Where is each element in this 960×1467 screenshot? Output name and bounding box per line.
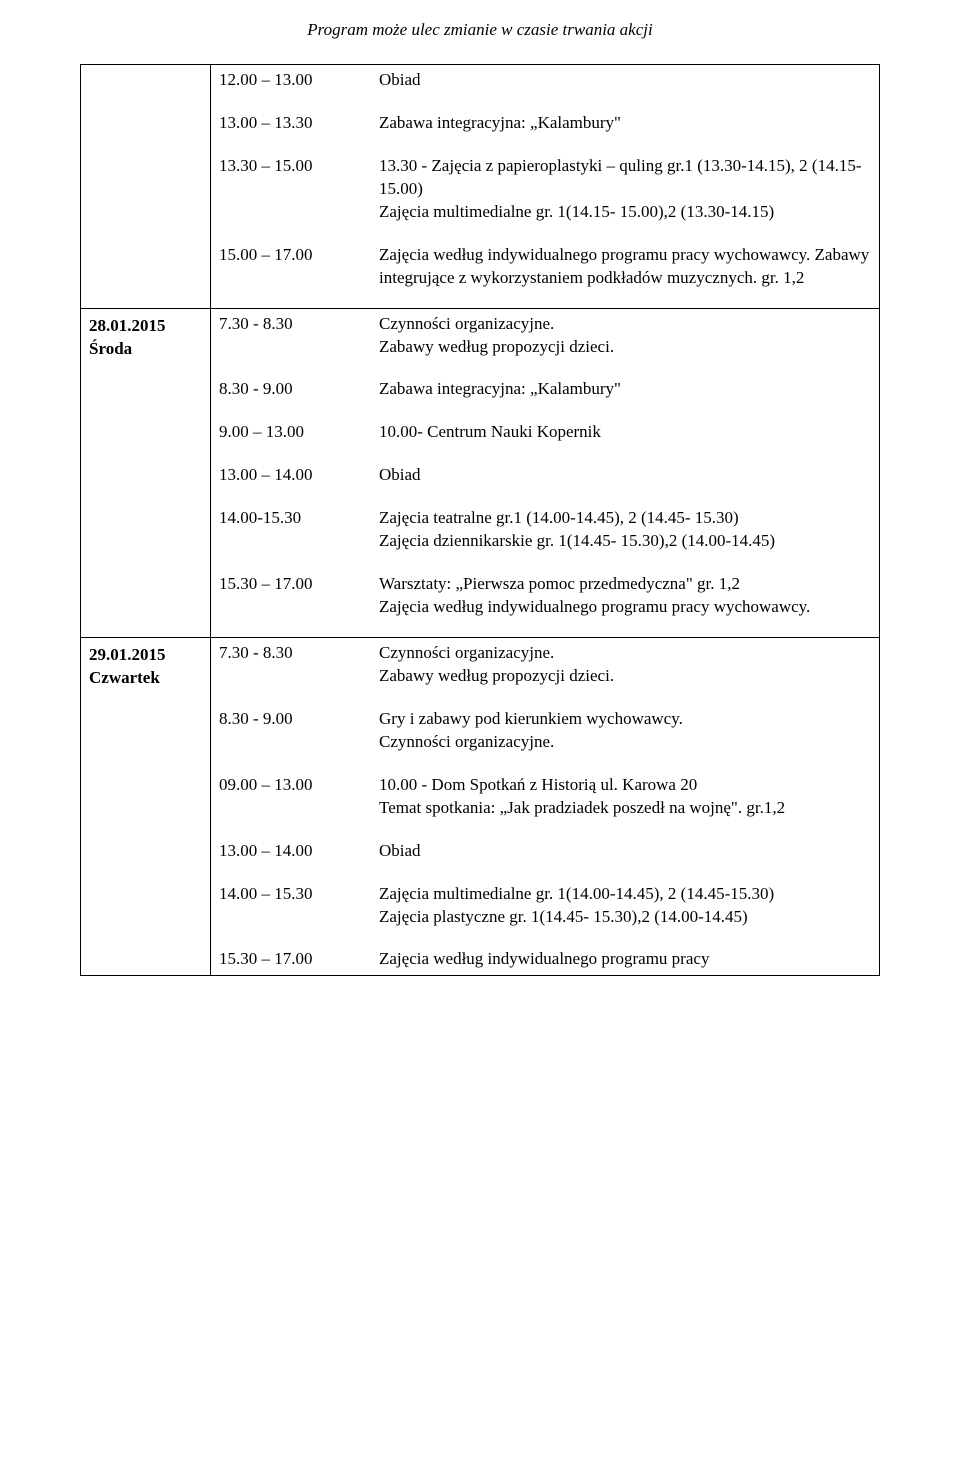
time-label: 15.30 – 17.00 [219, 948, 379, 971]
desc-text: 13.30 - Zajęcia z papieroplastyki – quli… [379, 155, 871, 224]
date-cell-empty [81, 65, 211, 309]
schedule-block: 7.30 - 8.30 Czynności organizacyjne.Zaba… [211, 309, 879, 637]
time-label: 15.00 – 17.00 [219, 244, 379, 290]
desc-text: Zajęcia według indywidualnego programu p… [379, 244, 871, 290]
time-label: 7.30 - 8.30 [219, 642, 379, 688]
table-row: 29.01.2015 Czwartek 7.30 - 8.30 Czynnośc… [81, 638, 880, 976]
desc-text: Zajęcia według indywidualnego programu p… [379, 948, 871, 971]
desc-text: 10.00- Centrum Nauki Kopernik [379, 421, 871, 444]
desc-text: Obiad [379, 840, 871, 863]
page-header: Program może ulec zmianie w czasie trwan… [80, 20, 880, 40]
time-label: 9.00 – 13.00 [219, 421, 379, 444]
time-label: 09.00 – 13.00 [219, 774, 379, 820]
time-label: 12.00 – 13.00 [219, 69, 379, 92]
time-label: 15.30 – 17.00 [219, 573, 379, 619]
schedule-table: 12.00 – 13.00 Obiad 13.00 – 13.30 Zabawa… [80, 64, 880, 976]
desc-text: Zajęcia multimedialne gr. 1(14.00-14.45)… [379, 883, 871, 929]
desc-text: Warsztaty: „Pierwsza pomoc przedmedyczna… [379, 573, 871, 619]
time-label: 7.30 - 8.30 [219, 313, 379, 359]
schedule-cell: 12.00 – 13.00 Obiad 13.00 – 13.30 Zabawa… [211, 65, 880, 309]
desc-text: Zabawa integracyjna: „Kalambury" [379, 112, 871, 135]
schedule-cell: 7.30 - 8.30 Czynności organizacyjne.Zaba… [211, 638, 880, 976]
table-row: 12.00 – 13.00 Obiad 13.00 – 13.30 Zabawa… [81, 65, 880, 309]
table-row: 28.01.2015 Środa 7.30 - 8.30 Czynności o… [81, 308, 880, 637]
desc-text: Gry i zabawy pod kierunkiem wychowawcy.C… [379, 708, 871, 754]
time-label: 8.30 - 9.00 [219, 378, 379, 401]
desc-text: Zabawa integracyjna: „Kalambury" [379, 378, 871, 401]
schedule-block: 7.30 - 8.30 Czynności organizacyjne.Zaba… [211, 638, 879, 975]
time-label: 13.00 – 13.30 [219, 112, 379, 135]
desc-text: Zajęcia teatralne gr.1 (14.00-14.45), 2 … [379, 507, 871, 553]
schedule-cell: 7.30 - 8.30 Czynności organizacyjne.Zaba… [211, 308, 880, 637]
date-text: 29.01.2015 [89, 644, 202, 667]
day-text: Czwartek [89, 667, 202, 690]
desc-text: Czynności organizacyjne.Zabawy według pr… [379, 642, 871, 688]
desc-text: Obiad [379, 464, 871, 487]
time-label: 14.00-15.30 [219, 507, 379, 553]
time-label: 8.30 - 9.00 [219, 708, 379, 754]
schedule-block: 12.00 – 13.00 Obiad 13.00 – 13.30 Zabawa… [211, 65, 879, 308]
time-label: 14.00 – 15.30 [219, 883, 379, 929]
page: Program może ulec zmianie w czasie trwan… [0, 0, 960, 1016]
desc-text: Czynności organizacyjne.Zabawy według pr… [379, 313, 871, 359]
date-cell: 28.01.2015 Środa [81, 308, 211, 637]
time-label: 13.00 – 14.00 [219, 840, 379, 863]
desc-text: 10.00 - Dom Spotkań z Historią ul. Karow… [379, 774, 871, 820]
day-text: Środa [89, 338, 202, 361]
time-label: 13.00 – 14.00 [219, 464, 379, 487]
desc-text: Obiad [379, 69, 871, 92]
time-label: 13.30 – 15.00 [219, 155, 379, 224]
date-text: 28.01.2015 [89, 315, 202, 338]
date-cell: 29.01.2015 Czwartek [81, 638, 211, 976]
